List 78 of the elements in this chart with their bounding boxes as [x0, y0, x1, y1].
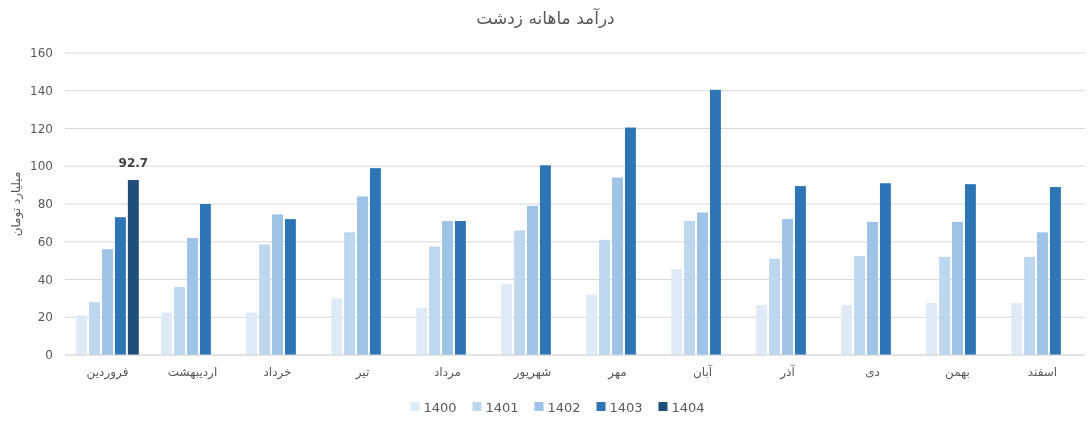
bar [879, 183, 891, 355]
bar [539, 165, 551, 355]
bar [709, 89, 721, 355]
y-tick-label: 120 [30, 121, 53, 136]
x-tick-label: مهر [607, 365, 627, 380]
bar [442, 220, 453, 355]
bar [684, 220, 696, 355]
x-tick-label: فروردین [86, 365, 129, 380]
bar [174, 287, 186, 355]
bar [756, 304, 768, 355]
y-tick-label: 100 [30, 159, 53, 174]
x-tick-label: اسفند [1027, 365, 1058, 379]
bar [697, 212, 708, 355]
bar [501, 284, 513, 355]
bar [1011, 303, 1023, 355]
bar [854, 255, 866, 355]
y-tick-label: 20 [37, 310, 53, 325]
bar [89, 302, 101, 355]
bar [624, 127, 636, 355]
y-tick-label: 40 [37, 272, 53, 287]
bar [782, 219, 793, 355]
bar [586, 294, 598, 355]
x-tick-label: آبان [692, 364, 713, 379]
x-tick-label: شهریور [512, 365, 552, 380]
x-tick-label: اردیبهشت [167, 365, 218, 380]
bar [331, 298, 343, 355]
bar [259, 244, 271, 355]
bar [357, 196, 368, 355]
bar [867, 221, 878, 355]
y-tick-label: 140 [30, 83, 53, 98]
bar [794, 186, 806, 355]
bar [369, 168, 381, 355]
bar [841, 304, 853, 355]
bar [1024, 256, 1036, 355]
bar [964, 184, 976, 355]
bar [161, 312, 173, 355]
x-tick-label: تیر [354, 365, 370, 380]
bar [939, 256, 951, 355]
x-tick-label: خرداد [263, 365, 292, 380]
bar [284, 219, 296, 355]
bar [416, 307, 428, 355]
data-label: 92.7 [118, 156, 149, 171]
x-tick-label: مرداد [433, 365, 462, 380]
bar [127, 180, 139, 355]
bar [272, 214, 283, 355]
bar [344, 232, 356, 355]
y-tick-label: 0 [45, 348, 53, 363]
bar [599, 239, 611, 355]
y-tick-label: 160 [30, 46, 53, 61]
legend-label: 1400 [423, 399, 457, 415]
bar [1049, 187, 1061, 355]
bar [246, 312, 258, 355]
y-tick-label: 60 [37, 234, 53, 249]
x-tick-label: آذر [779, 364, 796, 380]
bar [926, 303, 938, 355]
bar [102, 249, 113, 355]
bar [769, 258, 781, 355]
legend-label: 1404 [671, 399, 705, 415]
x-tick-label: بهمن [945, 365, 970, 380]
bar [187, 237, 198, 355]
legend-label: 1401 [485, 399, 519, 415]
y-tick-label: 80 [37, 197, 53, 212]
bar [671, 269, 683, 355]
bar [612, 177, 623, 355]
bar [514, 230, 526, 355]
bar [952, 221, 963, 355]
bar [527, 205, 538, 355]
bar [114, 217, 126, 355]
chart-title: درآمد ماهانه زدشت [476, 7, 615, 28]
y-axis-title: میلیارد تومان [9, 171, 24, 237]
bar [76, 315, 88, 355]
bar [429, 246, 441, 355]
x-tick-label: دی [865, 365, 880, 379]
bar [1037, 232, 1048, 355]
legend-label: 1402 [547, 399, 581, 415]
legend-label: 1403 [609, 399, 643, 415]
bar [199, 204, 211, 355]
bar [454, 220, 466, 355]
